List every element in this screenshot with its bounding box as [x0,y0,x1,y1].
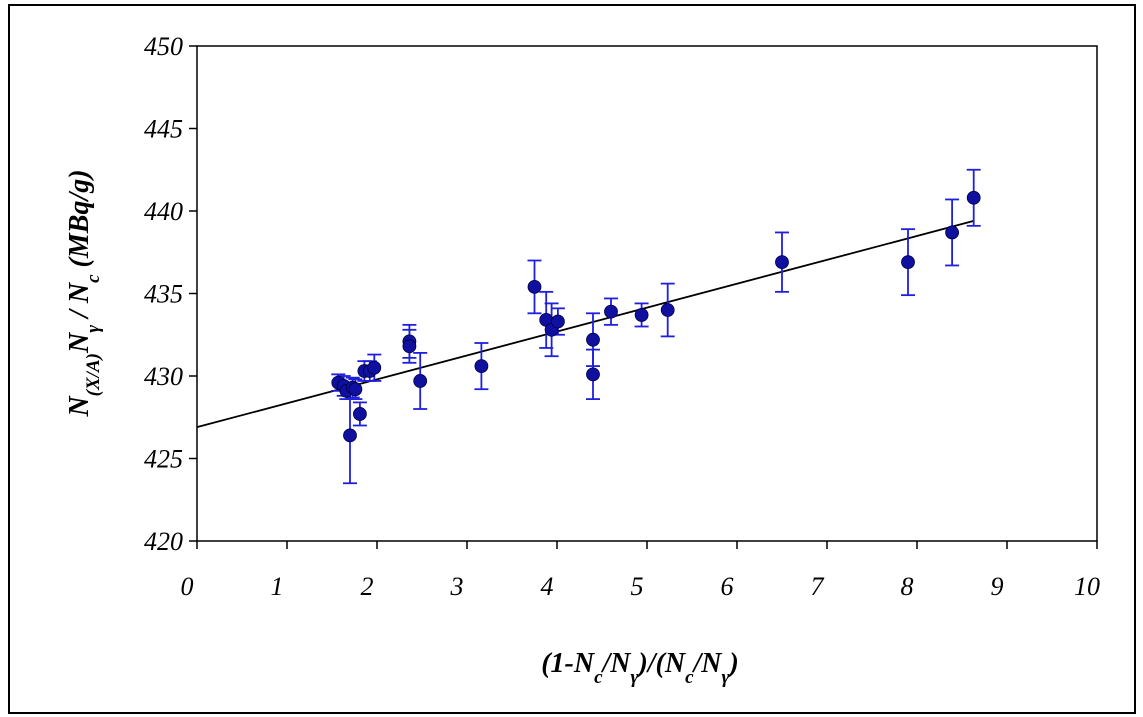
data-point [945,225,959,240]
x-tick-label: 6 [721,572,734,601]
data-point [367,360,382,375]
x-tick-label: 8 [901,572,914,601]
y-tick-label: 440 [144,197,183,226]
y-tick-label: 430 [144,362,183,391]
data-point [586,367,600,382]
y-axis-title: N(X/A)Nγ / Nc (MBq/g) [64,169,104,417]
data-point [527,279,542,294]
data-point [634,308,649,322]
y-tick-label: 435 [144,280,183,309]
x-tick-label: 3 [450,572,464,601]
data-point [660,303,675,317]
x-tick-label: 0 [181,572,194,601]
data-point [586,332,600,347]
y-tick-label: 420 [144,527,183,556]
x-tick-label: 10 [1074,572,1100,601]
tick-labels: 420 425 430 435 440 445 450 0 1 2 3 4 5 6 7 8 9 10 [144,32,1100,601]
axes [189,45,1098,549]
data-point [413,374,428,388]
x-tick-label: 5 [631,572,644,601]
data-markers [331,190,981,443]
fit-line-group [196,220,974,429]
x-tick-label: 4 [541,572,554,601]
data-point [966,190,981,205]
y-tick-label: 445 [144,115,183,144]
y-tick-label: 425 [144,445,183,474]
data-point [474,359,489,374]
plot-area [196,45,1098,542]
fit-line [196,220,974,429]
x-tick-label: 9 [991,572,1004,601]
data-point [604,304,618,319]
plot-border [196,45,1098,542]
x-tick-label: 2 [361,572,374,601]
data-point [348,382,363,397]
x-axis-title: (1-Nc/Nγ)/(Nc/Nγ) [541,648,739,688]
data-point [775,255,789,270]
y-tick-label: 450 [144,32,183,61]
x-tick-label: 1 [271,572,284,601]
data-point [402,339,417,354]
data-point [343,428,357,443]
data-point [901,255,915,270]
data-point [551,314,565,329]
x-tick-label: 7 [811,572,825,601]
data-point [352,407,367,421]
